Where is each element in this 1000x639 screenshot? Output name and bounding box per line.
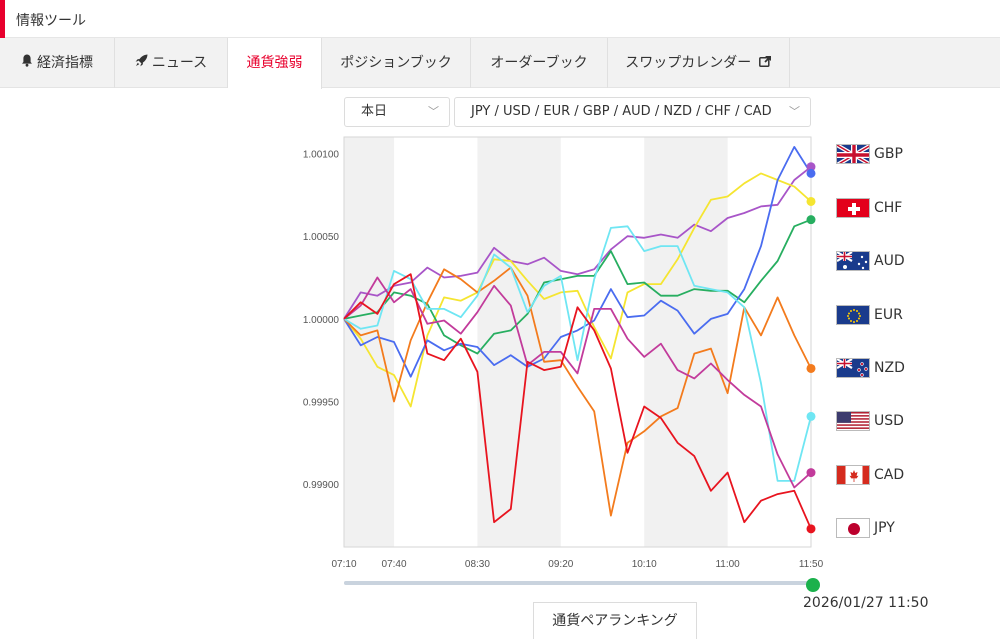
x-tick-label: 10:10 [632, 559, 657, 570]
tab-news[interactable]: ニュース [115, 38, 228, 88]
series-line-usd [343, 225, 812, 482]
x-tick-label: 07:10 [331, 559, 356, 570]
series-end-dot-eur [806, 168, 816, 178]
y-tick-label: 1.00100 [303, 150, 340, 161]
tab-swap-calendar[interactable]: スワップカレンダー [608, 38, 790, 88]
legend-label: USD [874, 413, 904, 429]
chevron-down-icon: ﹀ [428, 105, 439, 118]
shaded-band [477, 137, 561, 547]
x-tick-label: 11:00 [715, 559, 740, 570]
series-line-eur [343, 145, 812, 378]
tab-label: スワップカレンダー [625, 55, 752, 71]
legend-label: AUD [874, 253, 905, 269]
series-line-nzd [343, 266, 812, 517]
legend-label: GBP [874, 146, 903, 162]
y-tick-label: 1.00000 [303, 315, 340, 326]
flag-aud-icon [836, 251, 870, 271]
legend-label: JPY [874, 520, 895, 536]
x-axis: 07:10 07:40 08:30 09:20 10:10 11:00 11:50 [331, 559, 823, 570]
tab-label: オーダーブック [490, 55, 588, 71]
legend-label: NZD [874, 360, 905, 376]
series-end-dots [806, 162, 816, 534]
flag-eur-icon [836, 305, 870, 325]
x-tick-label: 09:20 [548, 559, 573, 570]
x-tick-label: 07:40 [382, 559, 407, 570]
series-end-dot-usd [806, 411, 816, 421]
legend-label: EUR [874, 307, 903, 323]
shaded-bands [344, 137, 728, 547]
flag-jpy-icon [836, 518, 870, 538]
tab-economic-indicators[interactable]: 経済指標 [0, 38, 115, 88]
series-end-dot-nzd [806, 363, 816, 373]
y-tick-label: 0.99900 [303, 480, 340, 491]
flag-usd-icon [836, 411, 870, 431]
external-link-icon [758, 39, 772, 89]
active-tab-pointer [267, 83, 282, 90]
series-end-dot-jpy [806, 524, 816, 534]
series-end-dot-cad [806, 468, 816, 478]
current-time-label: 2026/01/27 11:50 [803, 595, 929, 611]
series-end-dot-chf [806, 196, 816, 206]
pair-ranking-button[interactable]: 通貨ペアランキング [533, 602, 697, 639]
series-line-gbp [343, 166, 812, 320]
series-end-dot-aud [806, 215, 816, 225]
header-accent-bar [0, 0, 5, 38]
tab-label: ポジションブック [340, 55, 452, 71]
tab-bar: 経済指標 ニュース 通貨強弱 ポジションブック オーダーブック スワップカレンダ… [0, 38, 1000, 90]
tab-label: 通貨強弱 [246, 55, 303, 71]
series-line-aud [343, 218, 812, 355]
timeline-handle[interactable] [806, 578, 820, 592]
flag-nzd-icon [836, 358, 870, 378]
x-tick-label: 11:50 [799, 559, 824, 570]
flag-cad-icon [836, 465, 870, 485]
tab-label: ニュース [151, 55, 208, 71]
rocket-icon [135, 39, 148, 89]
flag-chf-icon [836, 198, 870, 218]
period-select-value: 本日 [361, 104, 388, 119]
y-axis: 1.00100 1.00050 1.00000 0.99950 0.99900 [303, 150, 340, 492]
tab-currency-strength[interactable]: 通貨強弱 [228, 38, 322, 90]
series-end-dot-gbp [806, 162, 816, 172]
series-line-cad [343, 276, 812, 489]
timeline-progress [344, 581, 813, 585]
series-line-jpy [343, 273, 812, 530]
tab-order-book[interactable]: オーダーブック [471, 38, 608, 88]
period-select[interactable]: 本日 ﹀ [344, 97, 450, 127]
chevron-down-icon: ﹀ [789, 105, 800, 118]
app-title: 情報ツール [16, 13, 86, 29]
currency-select[interactable]: JPY / USD / EUR / GBP / AUD / NZD / CHF … [454, 97, 811, 127]
tab-label: 経済指標 [37, 55, 93, 71]
legend-label: CAD [874, 467, 905, 483]
shaded-band [644, 137, 728, 547]
series-lines [343, 145, 812, 530]
app-header: 情報ツール [0, 0, 1000, 38]
legend-label: CHF [874, 200, 903, 216]
bell-icon [21, 39, 33, 89]
y-tick-label: 0.99950 [303, 398, 340, 409]
series-line-chf [343, 172, 812, 408]
y-tick-label: 1.00050 [303, 232, 340, 243]
x-tick-label: 08:30 [465, 559, 490, 570]
flag-gbp-icon [836, 144, 870, 164]
plot-frame [343, 136, 812, 548]
currency-select-value: JPY / USD / EUR / GBP / AUD / NZD / CHF … [471, 104, 772, 119]
tab-position-book[interactable]: ポジションブック [322, 38, 471, 88]
